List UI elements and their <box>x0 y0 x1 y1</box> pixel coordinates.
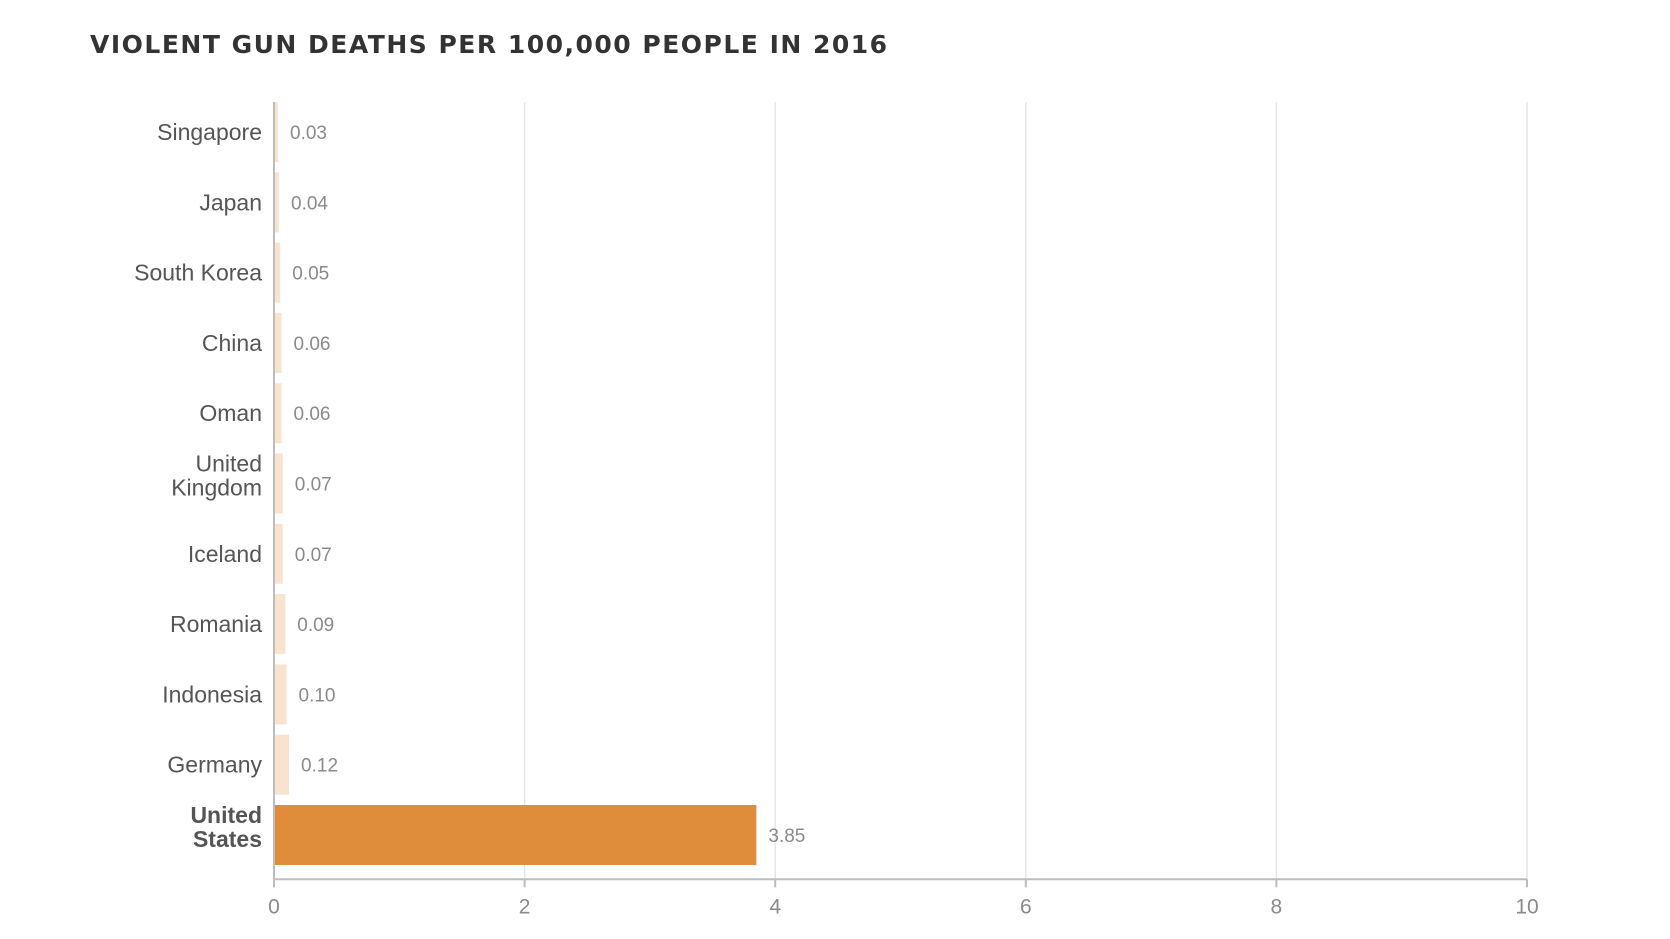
bar-oman <box>274 383 282 444</box>
x-tick-label: 0 <box>268 895 280 918</box>
category-label-oman: Oman <box>199 400 262 426</box>
value-label-indonesia: 0.10 <box>299 685 336 706</box>
value-labels: 0.03 0.04 0.05 0.06 0.06 0.07 0.07 0.09 0.10 0.12… <box>290 123 805 847</box>
x-tick-label: 6 <box>1020 895 1032 918</box>
bar-singapore <box>274 102 278 162</box>
value-label-japan: 0.04 <box>291 193 328 214</box>
x-tick-label: 2 <box>519 895 531 918</box>
value-label-romania: 0.09 <box>297 615 334 636</box>
category-label-japan: Japan <box>199 189 262 215</box>
category-label-united-states: United States <box>190 802 262 852</box>
bar-united-states <box>274 805 757 865</box>
bar-iceland <box>274 523 283 584</box>
category-label-china: China <box>202 330 262 356</box>
category-label-singapore: Singapore <box>157 119 262 145</box>
category-label-iceland: Iceland <box>188 541 262 567</box>
category-label-south-korea: South Korea <box>134 260 262 286</box>
bar-romania <box>274 594 286 655</box>
x-tick-label: 4 <box>769 895 781 918</box>
x-tick-label: 10 <box>1515 895 1538 918</box>
value-label-south-korea: 0.05 <box>292 264 329 285</box>
category-label-romania: Romania <box>170 611 262 637</box>
value-label-china: 0.06 <box>294 334 331 355</box>
bar-united-kingdom <box>274 453 283 514</box>
bar-south-korea <box>274 242 281 303</box>
value-label-united-states: 3.85 <box>768 826 805 847</box>
value-label-singapore: 0.03 <box>290 123 327 144</box>
chart-title: VIOLENT GUN DEATHS PER 100,000 PEOPLE IN… <box>90 30 889 59</box>
value-label-united-kingdom: 0.07 <box>295 475 332 496</box>
category-labels: Singapore Japan South Korea China Oman United… <box>134 119 262 852</box>
x-axis: 0 2 4 6 8 10 <box>268 102 1539 918</box>
category-label-indonesia: Indonesia <box>162 681 262 707</box>
gridlines <box>523 102 1528 880</box>
value-label-oman: 0.06 <box>294 404 331 425</box>
bar-indonesia <box>274 664 287 725</box>
bars <box>274 102 757 865</box>
bar-japan <box>274 172 280 233</box>
bar-germany <box>274 734 290 795</box>
bar-china <box>274 312 282 373</box>
value-label-iceland: 0.07 <box>295 545 332 566</box>
category-label-germany: Germany <box>167 752 262 778</box>
value-label-germany: 0.12 <box>301 756 338 777</box>
x-tick-label: 8 <box>1271 895 1283 918</box>
category-label-united-kingdom: United Kingdom <box>171 451 262 501</box>
